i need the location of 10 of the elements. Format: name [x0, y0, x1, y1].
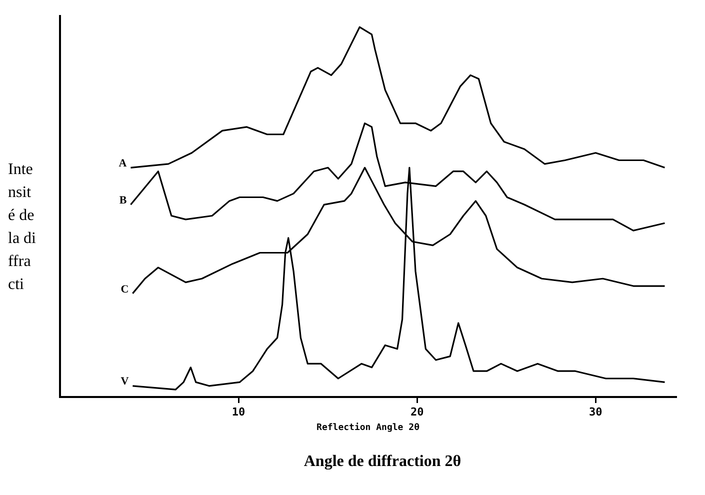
- x-tick-label: 10: [232, 405, 246, 418]
- series-label: A: [118, 158, 127, 170]
- series-label: B: [119, 194, 128, 206]
- x-tick-label: 20: [410, 405, 424, 418]
- x-axis-title: Reflection Angle 2θ: [316, 422, 420, 433]
- series-label: V: [120, 376, 129, 388]
- x-tick-label: 30: [589, 405, 602, 418]
- text: Angle de diffraction 2θ: [302, 453, 462, 471]
- series-label: C: [120, 283, 129, 296]
- y-axis-title: Intensité de la diffracti: [8, 160, 36, 295]
